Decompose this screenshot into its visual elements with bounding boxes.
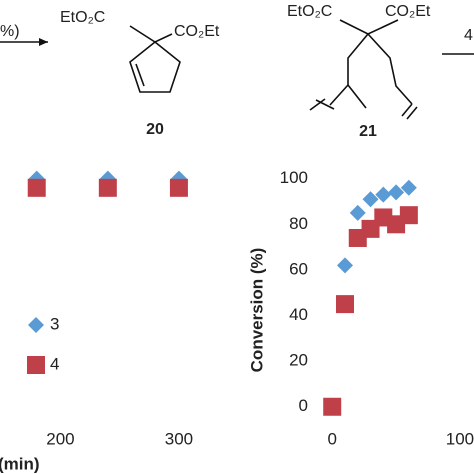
y-tick-label: 60 — [289, 259, 308, 278]
ring-bonds — [129, 25, 181, 93]
data-point — [362, 191, 379, 208]
legend-marker — [27, 356, 45, 374]
ester-label: EtO₂C — [60, 9, 105, 26]
y-tick-label: 100 — [280, 168, 308, 187]
data-point — [27, 178, 46, 197]
compound-label: 20 — [146, 121, 164, 138]
conditions: %) — [0, 23, 20, 40]
y-tick-label: 40 — [289, 305, 308, 324]
ester-label: CO₂Et — [174, 23, 220, 40]
conditions: 4 — [464, 27, 473, 44]
double-bond — [315, 99, 335, 110]
data-point — [335, 295, 354, 314]
double-bond — [401, 103, 413, 117]
chain-bonds — [329, 19, 413, 109]
arrowhead — [39, 38, 48, 46]
legend-label: 3 — [50, 314, 59, 333]
data-point — [98, 178, 117, 197]
double-bond — [406, 106, 418, 120]
double-bond — [309, 98, 326, 111]
legend-label: 4 — [50, 354, 59, 373]
y-axis-label: Conversion (%) — [247, 248, 266, 373]
data-point — [323, 397, 342, 416]
y-tick-label: 80 — [289, 214, 308, 233]
x-axis-label: (min) — [0, 454, 40, 473]
data-point — [349, 204, 366, 221]
x-tick-label: 100 — [446, 429, 474, 448]
y-tick-label: 0 — [299, 396, 308, 415]
x-tick-label: 0 — [327, 429, 336, 448]
data-point — [400, 179, 417, 196]
data-point — [169, 178, 188, 197]
data-point — [336, 257, 353, 274]
data-point — [399, 206, 418, 225]
legend-marker — [28, 317, 44, 333]
data-point — [388, 184, 405, 201]
compound-label: 21 — [359, 123, 377, 140]
double-bond — [135, 63, 145, 87]
x-tick-label: 300 — [165, 429, 193, 448]
data-point — [375, 186, 392, 203]
x-tick-label: 200 — [46, 429, 74, 448]
ester-label: CO₂Et — [385, 3, 431, 20]
y-tick-label: 20 — [289, 351, 308, 370]
ester-label: EtO₂C — [287, 3, 332, 20]
